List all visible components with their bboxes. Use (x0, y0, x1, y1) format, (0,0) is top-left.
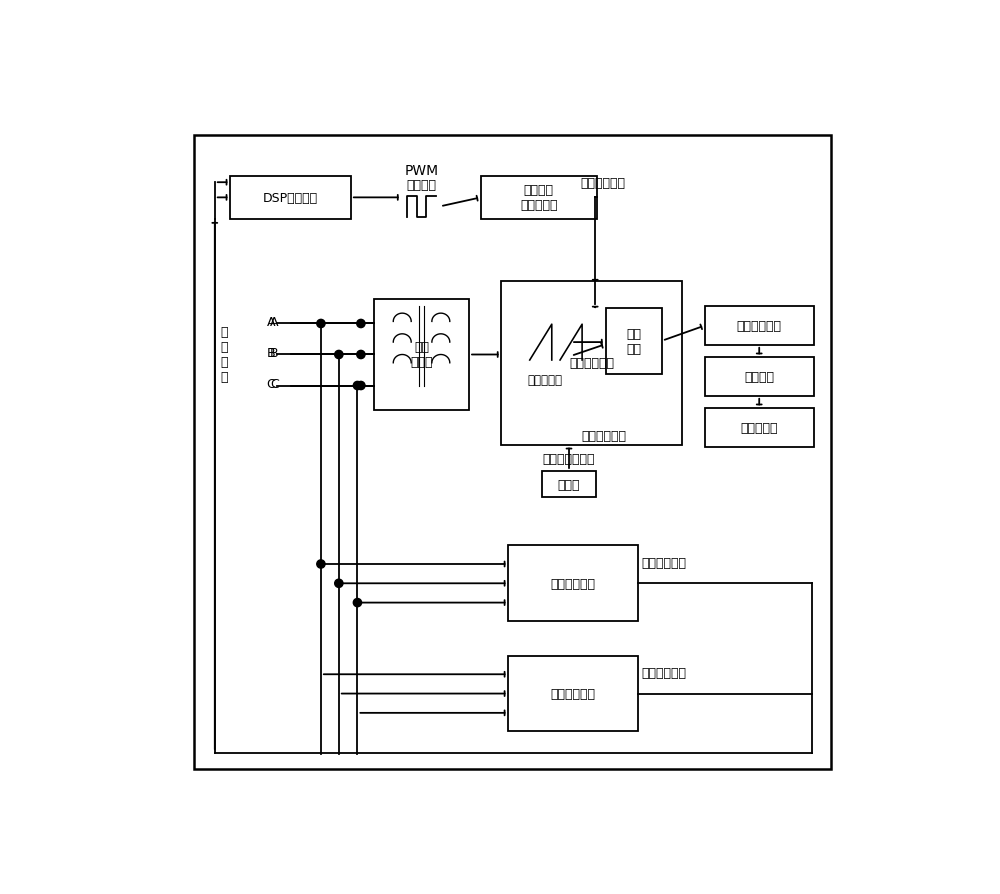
Circle shape (357, 382, 365, 390)
Bar (508, 656, 638, 731)
Circle shape (335, 579, 343, 587)
Circle shape (353, 382, 362, 390)
Bar (705, 358, 814, 396)
Circle shape (317, 561, 325, 569)
Text: A: A (266, 316, 275, 329)
Bar (481, 176, 597, 220)
Circle shape (317, 320, 325, 328)
Bar (501, 282, 682, 445)
Bar (374, 300, 469, 410)
Text: A: A (270, 316, 278, 329)
Text: 过流故障信号: 过流故障信号 (641, 556, 686, 569)
Text: 锯齿波产生: 锯齿波产生 (527, 374, 562, 387)
Circle shape (353, 599, 362, 607)
Circle shape (335, 351, 343, 359)
Text: PWM: PWM (404, 164, 439, 178)
Text: 移相控制电压: 移相控制电压 (580, 176, 625, 190)
Text: 同步
变压器: 同步 变压器 (410, 342, 433, 369)
Text: C: C (266, 377, 275, 391)
Bar (230, 176, 351, 220)
Circle shape (357, 320, 365, 328)
Text: 产生触发脉冲: 产生触发脉冲 (737, 320, 782, 333)
Bar (705, 409, 814, 447)
Text: 驱动电路: 驱动电路 (744, 371, 774, 384)
Text: C: C (270, 377, 279, 391)
Text: B: B (270, 347, 279, 359)
Text: 比较
逻辑: 比较 逻辑 (626, 327, 641, 355)
Bar (542, 471, 596, 498)
Bar (508, 545, 638, 621)
Bar (606, 308, 662, 375)
Text: 移相控制芯片: 移相控制芯片 (569, 357, 614, 370)
Text: 缺相故障信号: 缺相故障信号 (641, 667, 686, 679)
Text: 电压输入: 电压输入 (407, 180, 437, 192)
Text: 移相控制芯片: 移相控制芯片 (582, 429, 627, 443)
Text: 过流保护电路: 过流保护电路 (551, 578, 596, 590)
Text: 电位器: 电位器 (558, 478, 580, 491)
Bar (705, 307, 814, 345)
Text: 缺相保护电路: 缺相保护电路 (551, 687, 596, 700)
Text: 三
相
进
线: 三 相 进 线 (221, 326, 228, 384)
Text: DSP控制芯片: DSP控制芯片 (263, 191, 318, 205)
Text: B: B (266, 347, 275, 359)
Text: 巴特沃兹
低通滤波器: 巴特沃兹 低通滤波器 (520, 184, 557, 212)
Circle shape (357, 351, 365, 359)
Text: 调节锯齿波幅值: 调节锯齿波幅值 (543, 452, 595, 466)
Text: 驱动晶闸管: 驱动晶闸管 (740, 422, 778, 434)
